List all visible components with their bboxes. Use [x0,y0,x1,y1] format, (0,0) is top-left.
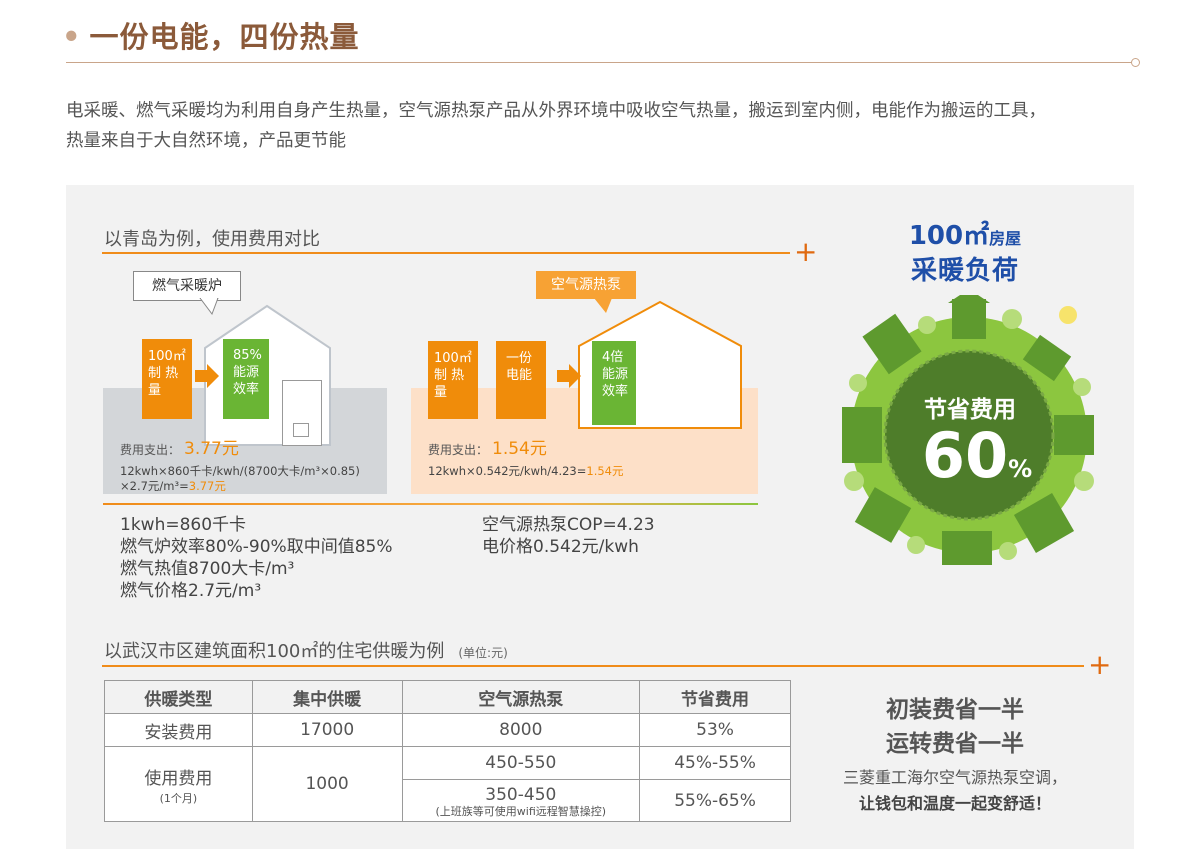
hp-cost-label: 费用支出： [428,443,489,457]
use-type-cell: 使用费用 (1个月) [104,746,253,822]
heatpump-electric-box: 一份 电能 [496,341,546,419]
use-type: 使用费用 [144,768,213,789]
use-saving-a: 45%-55% [639,746,791,780]
gas-note-1: 1kwh=860千卡 [120,515,247,535]
compare-title: 以青岛为例，使用费用对比 [104,229,320,250]
hp-formula-text: 12kwh×0.542元/kwh/4.23= [428,464,587,478]
title-divider [66,62,1132,63]
gas-eff-line-1: 85% [233,348,262,363]
hp-eff-line-3: 效率 [602,384,629,399]
table-row: 使用费用 (1个月) 1000 450-550 45%-55% [104,746,791,822]
gas-cost-label: 费用支出： [120,443,181,457]
install-central: 17000 [251,713,403,747]
gas-eff-line-2: 能源 [233,365,260,380]
gas-formula-line-1: 12kwh×860千卡/kwh/(8700大卡/m³×0.85) [120,464,360,478]
gas-arrow-icon [195,364,219,388]
heatpump-notes: 空气源热泵COP=4.23 电价格0.542元/kwh [482,514,655,558]
gas-cost: 费用支出： 3.77元 [120,434,239,459]
wuhan-title-underline [102,665,1084,667]
savings-globe-icon [842,295,1094,565]
heatpump-formula: 12kwh×0.542元/kwh/4.23=1.54元 [428,464,624,479]
gas-tag: 燃气采暖炉 [133,271,241,301]
gas-boiler-icon [282,380,322,446]
gas-eff-line-3: 效率 [233,382,260,397]
page-title: • 一份电能，四份热量 [62,14,360,56]
header-saving: 节省费用 [639,680,791,714]
gas-heat-line-1: 100㎡ [148,349,186,364]
compare-title-underline [102,252,790,254]
hp-heat-line-2: 制 热 量 [434,368,465,400]
table-row: 安装费用 17000 8000 53% [104,713,791,747]
wuhan-unit: (单位:元) [458,646,508,660]
header-type: 供暖类型 [104,680,253,714]
heatpump-arrow-icon [557,364,581,388]
use-type-sub: (1个月) [159,791,198,805]
gas-note-2: 燃气炉效率80%-90%取中间值85% [120,537,393,557]
plus-icon: + [794,235,818,268]
header-central: 集中供暖 [251,680,403,714]
title-bullet: • [62,20,82,54]
gas-efficiency-box: 85% 能源 效率 [223,339,269,419]
hp-formula-result: 1.54元 [586,464,624,478]
heatpump-heat-box: 100㎡ 制 热 量 [428,341,478,419]
intro-line-1: 电采暖、燃气采暖均为利用自身产生热量，空气源热泵产品从外界环境中吸收空气热量，搬… [66,101,1046,121]
badge-area-value: 100㎡ [908,221,990,251]
badge-save-amount: 60% [912,420,1042,492]
table-header-row: 供暖类型 集中供暖 空气源热泵 节省费用 [104,680,791,714]
hp-elec-line-2: 电能 [506,368,533,383]
summary-line-1: 初装费省一半 [886,697,1024,723]
badge-subtitle: 采暖负荷 [910,256,1019,286]
compare-bottom-line [103,503,758,505]
gas-formula-line-2: ×2.7元/m³= [120,479,189,493]
heatpump-cost: 费用支出： 1.54元 [428,434,547,459]
install-saving: 53% [639,713,791,747]
heatpump-tag-pointer [594,298,612,313]
gas-tag-pointer [199,298,219,316]
badge-save-unit: % [1008,455,1033,483]
hp-note-2: 电价格0.542元/kwh [482,537,639,557]
gas-heat-line-2: 制 热 量 [148,366,179,398]
header-heatpump: 空气源热泵 [401,680,641,714]
gas-cost-value: 3.77元 [184,439,239,459]
gas-heat-box: 100㎡ 制 热 量 [142,339,192,419]
badge-save-value: 60 [921,419,1009,492]
title-text: 一份电能，四份热量 [89,20,360,54]
use-saving-b: 55%-65% [639,779,791,822]
use-heatpump-b-sub: (上班族等可使用wifi远程智慧操控) [435,804,607,818]
hp-note-1: 空气源热泵COP=4.23 [482,515,655,535]
gas-note-3: 燃气热值8700大卡/m³ [120,559,295,579]
gas-notes: 1kwh=860千卡 燃气炉效率80%-90%取中间值85% 燃气热值8700大… [120,514,393,602]
heatpump-tag: 空气源热泵 [536,271,636,299]
hp-cost-value: 1.54元 [492,439,547,459]
hp-eff-line-1: 4倍 [602,350,624,365]
heatpump-efficiency-box: 4倍 能源 效率 [592,341,636,425]
wuhan-title: 以武汉市区建筑面积100㎡的住宅供暖为例 (单位:元) [104,637,508,663]
install-heatpump: 8000 [401,713,641,747]
wuhan-title-text: 以武汉市区建筑面积100㎡的住宅供暖为例 [104,641,445,662]
hp-heat-line-1: 100㎡ [434,351,472,366]
badge-area-suffix: 房屋 [989,229,1022,248]
table-row: 350-450 (上班族等可使用wifi远程智慧操控) 55%-65% [105,779,791,822]
intro-paragraph: 电采暖、燃气采暖均为利用自身产生热量，空气源热泵产品从外界环境中吸收空气热量，搬… [66,96,1146,156]
summary-line-4: 让钱包和温度一起变舒适！ [858,794,1051,813]
gas-formula: 12kwh×860千卡/kwh/(8700大卡/m³×0.85) ×2.7元/m… [120,464,360,494]
plus-icon-2: + [1088,648,1112,681]
badge-area: 100㎡房屋 [880,215,1050,252]
summary-line-2: 运转费省一半 [886,731,1024,757]
divider-end-dot [1131,58,1140,67]
use-central: 1000 [251,746,403,822]
gas-formula-result: 3.77元 [188,479,226,493]
cost-table: 供暖类型 集中供暖 空气源热泵 节省费用 安装费用 17000 8000 53%… [104,680,791,822]
badge-save-label: 节省费用 [924,397,1016,423]
install-type: 安装费用 [104,713,253,747]
intro-line-2: 热量来自于大自然环境，产品更节能 [66,131,346,151]
hp-elec-line-1: 一份 [506,351,533,366]
summary-line-3: 三菱重工海尔空气源热泵空调， [842,768,1067,787]
use-heatpump-b-cell: 350-450 (上班族等可使用wifi远程智慧操控) [401,779,641,822]
gas-note-4: 燃气价格2.7元/m³ [120,581,262,601]
hp-eff-line-2: 能源 [602,367,629,382]
use-heatpump-a: 450-550 [401,746,641,780]
use-heatpump-b: 350-450 [485,784,557,805]
